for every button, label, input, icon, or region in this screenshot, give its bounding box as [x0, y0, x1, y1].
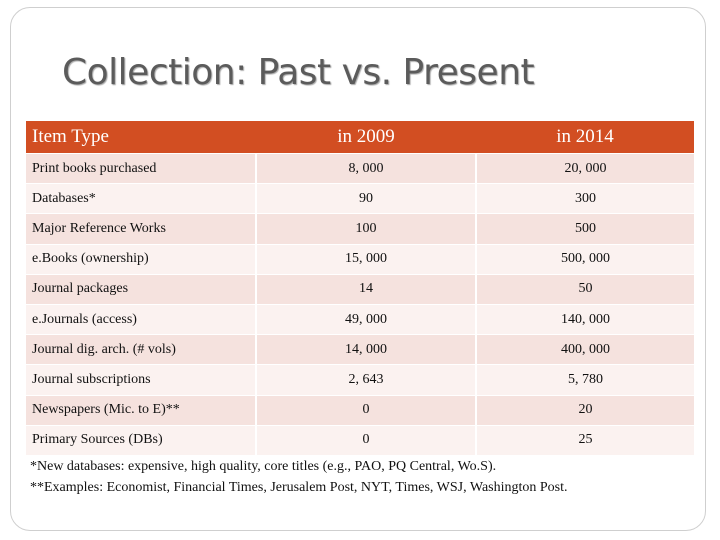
header-in-2009: in 2009 [256, 121, 476, 154]
table-row: e.Books (ownership) 15, 000 500, 000 [26, 243, 694, 275]
table-row: Journal subscriptions 2, 643 5, 780 [26, 364, 694, 395]
row-label: Newspapers (Mic. to E)** [26, 394, 256, 426]
row-label: Databases* [26, 183, 256, 214]
table-row: Databases* 90 300 [26, 183, 694, 214]
row-label: Primary Sources (DBs) [26, 424, 256, 455]
table-row: Print books purchased 8, 000 20, 000 [26, 152, 694, 184]
value-2014: 140, 000 [475, 303, 694, 335]
table-row: Major Reference Works 100 500 [26, 213, 694, 245]
row-label: Major Reference Works [26, 213, 256, 245]
table-row: Journal dig. arch. (# vols) 14, 000 400,… [26, 334, 694, 365]
value-2009: 2, 643 [255, 364, 476, 395]
value-2014: 25 [475, 424, 694, 455]
row-label: Journal dig. arch. (# vols) [26, 334, 256, 365]
value-2014: 500, 000 [475, 243, 694, 275]
row-label: e.Books (ownership) [26, 243, 256, 275]
table-row: Primary Sources (DBs) 0 25 [26, 424, 694, 455]
value-2014: 20, 000 [475, 152, 694, 184]
value-2009: 14 [255, 273, 476, 305]
footnotes: *New databases: expensive, high quality,… [30, 456, 690, 498]
slide-title: Collection: Past vs. Present [62, 52, 535, 93]
value-2009: 0 [255, 394, 476, 426]
footnote-examples: **Examples: Economist, Financial Times, … [30, 480, 568, 495]
value-2014: 5, 780 [475, 364, 694, 395]
row-label: Journal subscriptions [26, 364, 256, 395]
value-2014: 50 [475, 273, 694, 305]
value-2014: 20 [475, 394, 694, 426]
value-2014: 400, 000 [475, 334, 694, 365]
value-2009: 0 [255, 424, 476, 455]
value-2009: 90 [255, 183, 476, 214]
row-label: Print books purchased [26, 152, 256, 184]
table-header-row: Item Type in 2009 in 2014 [26, 121, 694, 154]
value-2014: 300 [475, 183, 694, 214]
table-row: Newspapers (Mic. to E)** 0 20 [26, 394, 694, 426]
collection-table: Item Type in 2009 in 2014 Print books pu… [26, 121, 694, 455]
row-label: e.Journals (access) [26, 303, 256, 335]
value-2009: 100 [255, 213, 476, 245]
table-row: e.Journals (access) 49, 000 140, 000 [26, 303, 694, 335]
header-item-type: Item Type [26, 121, 256, 154]
value-2014: 500 [475, 213, 694, 245]
value-2009: 49, 000 [255, 303, 476, 335]
header-in-2014: in 2014 [476, 121, 694, 154]
table-row: Journal packages 14 50 [26, 273, 694, 305]
value-2009: 8, 000 [255, 152, 476, 184]
slide-frame [10, 7, 706, 531]
value-2009: 14, 000 [255, 334, 476, 365]
value-2009: 15, 000 [255, 243, 476, 275]
footnote-databases: *New databases: expensive, high quality,… [30, 459, 497, 474]
row-label: Journal packages [26, 273, 256, 305]
